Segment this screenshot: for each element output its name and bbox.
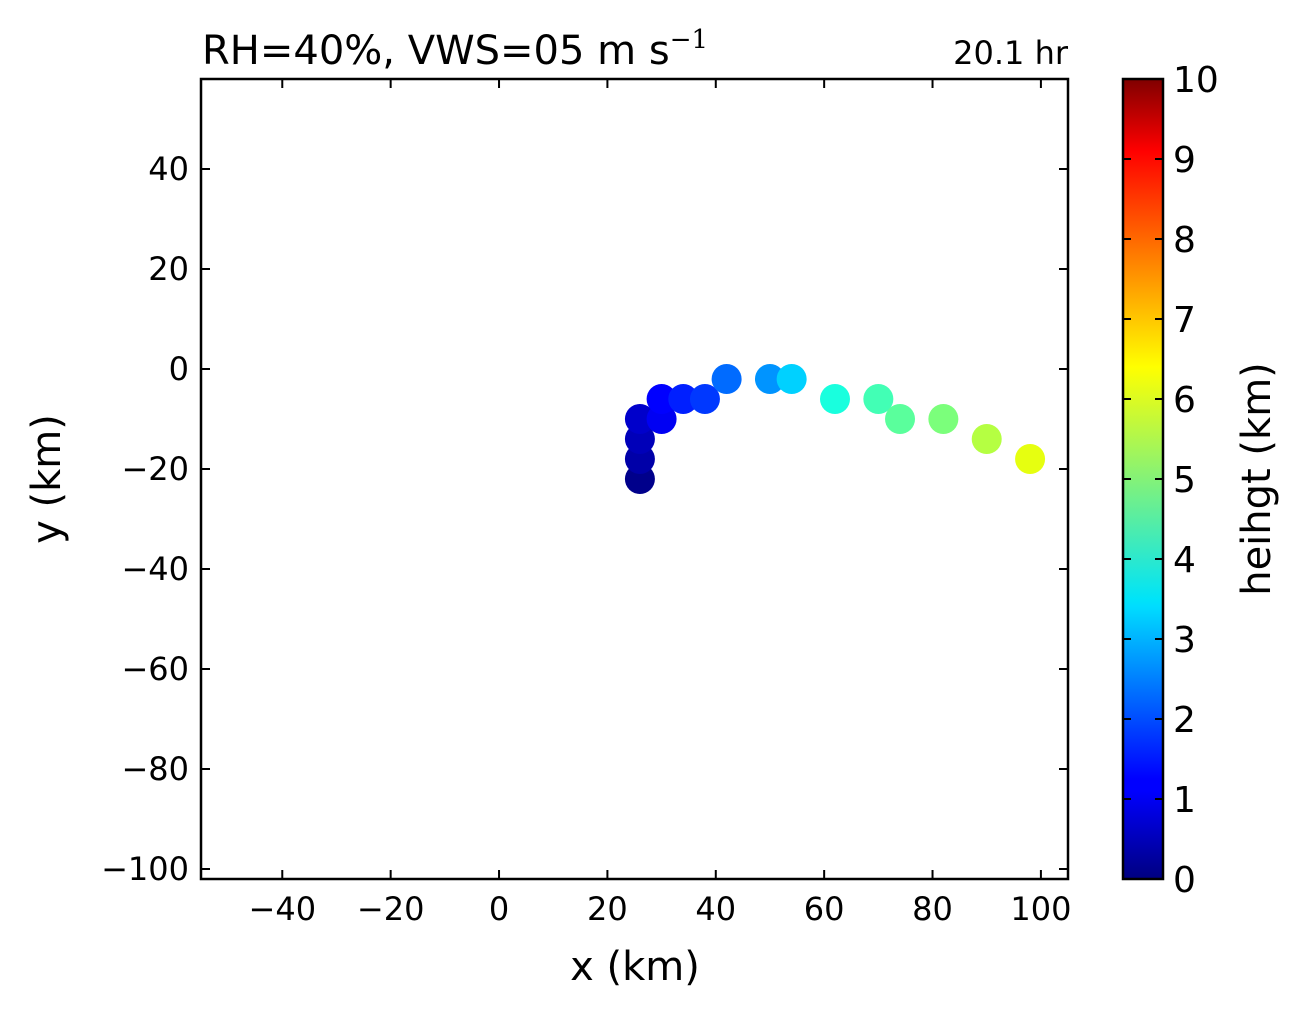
chart-title: RH=40%, VWS=05 m s−1 — [202, 25, 708, 74]
y-tick-label: 0 — [169, 350, 189, 388]
x-tick-label: −40 — [249, 890, 317, 928]
x-tick-label: −20 — [357, 890, 425, 928]
colorbar-ticks: 0 1 2 3 4 5 6 7 8 9 10 — [1123, 60, 1219, 901]
colorbar-tick-label: 5 — [1173, 460, 1196, 501]
scatter-point — [971, 424, 1002, 454]
x-tick-label: 80 — [912, 890, 953, 928]
scatter-point — [863, 384, 894, 414]
scatter-points — [624, 364, 1046, 494]
colorbar-tick-label: 8 — [1173, 220, 1196, 261]
scatter-point — [1015, 444, 1046, 474]
y-tick-label: −20 — [121, 450, 189, 488]
scatter-point — [819, 384, 850, 414]
y-tick-label: −60 — [121, 650, 189, 688]
scatter-point — [689, 384, 720, 414]
x-axis-label: x (km) — [570, 944, 700, 990]
scatter-point — [928, 404, 959, 434]
y-axis-label: y (km) — [24, 414, 70, 544]
colorbar-tick-label: 2 — [1173, 700, 1196, 741]
x-tick-label: 40 — [695, 890, 736, 928]
colorbar-tick-label: 9 — [1173, 140, 1196, 181]
colorbar-tick-label: 3 — [1173, 620, 1196, 661]
y-tick-label: −40 — [121, 550, 189, 588]
x-tick-label: 0 — [489, 890, 509, 928]
time-label: 20.1 hr — [953, 34, 1069, 72]
colorbar-tick-label: 4 — [1173, 540, 1196, 581]
y-tick-label: 40 — [148, 150, 189, 188]
colorbar-tick-label: 10 — [1173, 60, 1219, 101]
scatter-point — [885, 404, 916, 434]
scatter-point — [776, 364, 807, 394]
scatter-point — [754, 364, 785, 394]
colorbar-tick-label: 1 — [1173, 780, 1196, 821]
colorbar-label: heihgt (km) — [1234, 362, 1280, 596]
colorbar-tick-label: 6 — [1173, 380, 1196, 421]
x-tick-label: 100 — [1010, 890, 1071, 928]
y-tick-label: −80 — [121, 750, 189, 788]
x-tick-label: 20 — [587, 890, 628, 928]
plot-area — [199, 77, 1070, 881]
scatter-point — [624, 404, 655, 434]
scatter-point — [646, 384, 677, 414]
y-tick-label: 20 — [148, 250, 189, 288]
scatter-point — [711, 364, 742, 394]
x-tick-label: 60 — [804, 890, 845, 928]
axis-ticks: −40 −20 0 20 40 60 80 100 −100 −80 −60 −40 −20 0 20 40 — [101, 79, 1071, 928]
colorbar-tick-label: 0 — [1173, 860, 1196, 901]
scatter-point — [668, 384, 699, 414]
y-tick-label: −100 — [101, 850, 189, 888]
colorbar-tick-label: 7 — [1173, 300, 1196, 341]
